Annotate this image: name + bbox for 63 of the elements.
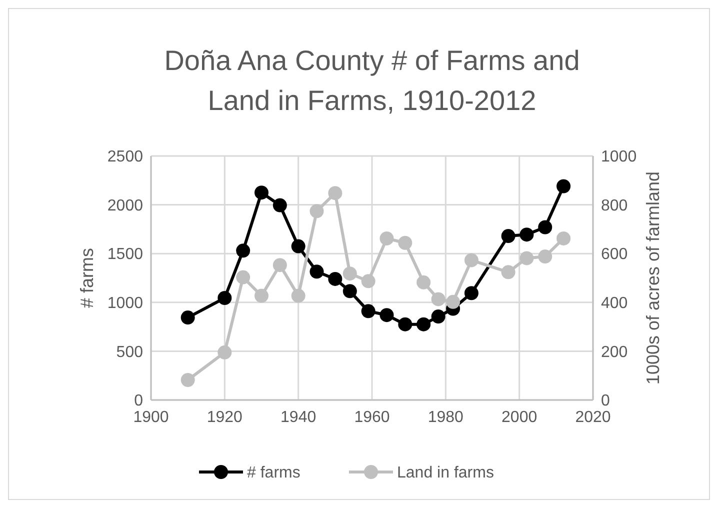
point	[464, 253, 478, 268]
y-tick-label: 1500	[107, 246, 144, 264]
point	[180, 372, 195, 387]
point	[501, 229, 516, 244]
point	[291, 239, 306, 254]
point	[380, 231, 394, 246]
point	[361, 304, 376, 318]
x-tick-label: 2020	[575, 409, 611, 426]
chart-title: Doña Ana County # of Farms and Land in Farms, 1910-2012	[164, 45, 580, 116]
y2-tick-label: 800	[601, 197, 628, 214]
point	[538, 220, 552, 234]
point	[236, 270, 250, 284]
point	[291, 288, 306, 303]
point	[218, 291, 232, 306]
point	[538, 250, 552, 264]
legend-label: Land in farms	[397, 464, 494, 482]
point	[416, 275, 431, 290]
point	[328, 186, 342, 200]
x-tick-label: 1940	[280, 409, 316, 426]
y2-axis-title: 1000s of acres of farmland	[643, 171, 663, 385]
point	[556, 179, 571, 194]
point	[431, 310, 446, 324]
x-tick-label: 1900	[133, 409, 169, 426]
point	[310, 264, 324, 279]
point	[342, 266, 357, 281]
point	[361, 274, 376, 288]
y-tick-label: 1000	[107, 295, 144, 312]
point	[446, 294, 460, 309]
point	[464, 286, 478, 300]
y-tick-label: 2000	[107, 197, 144, 214]
y2-tick-label: 200	[601, 344, 628, 361]
point	[218, 345, 232, 360]
point	[272, 198, 287, 212]
point	[556, 231, 571, 246]
point	[236, 244, 250, 258]
point	[380, 308, 394, 322]
y-tick-label: 2500	[107, 148, 144, 166]
y2-tick-label: 600	[601, 246, 628, 264]
point	[520, 228, 534, 242]
y2-tick-label: 400	[601, 295, 628, 312]
legend-label: # farms	[247, 464, 300, 482]
y2-tick-label: 0	[601, 392, 610, 410]
x-tick-label: 1980	[428, 409, 464, 426]
point	[431, 292, 446, 306]
point	[254, 186, 268, 200]
point	[398, 236, 412, 250]
point	[398, 317, 412, 332]
point	[328, 272, 342, 286]
x-tick-label: 1920	[206, 409, 243, 426]
x-tick-label: 1960	[354, 409, 390, 426]
point	[180, 310, 195, 325]
point	[501, 265, 516, 280]
y2-tick-label: 1000	[601, 148, 637, 166]
point	[310, 204, 324, 218]
x-tick-label: 2000	[502, 409, 538, 426]
point	[416, 317, 431, 332]
point	[254, 288, 268, 303]
y-axis-title: # farms	[77, 248, 97, 308]
point	[272, 258, 287, 272]
point	[342, 284, 357, 298]
y-tick-label: 0	[134, 392, 144, 410]
y-tick-label: 500	[116, 344, 144, 361]
point	[520, 251, 534, 266]
